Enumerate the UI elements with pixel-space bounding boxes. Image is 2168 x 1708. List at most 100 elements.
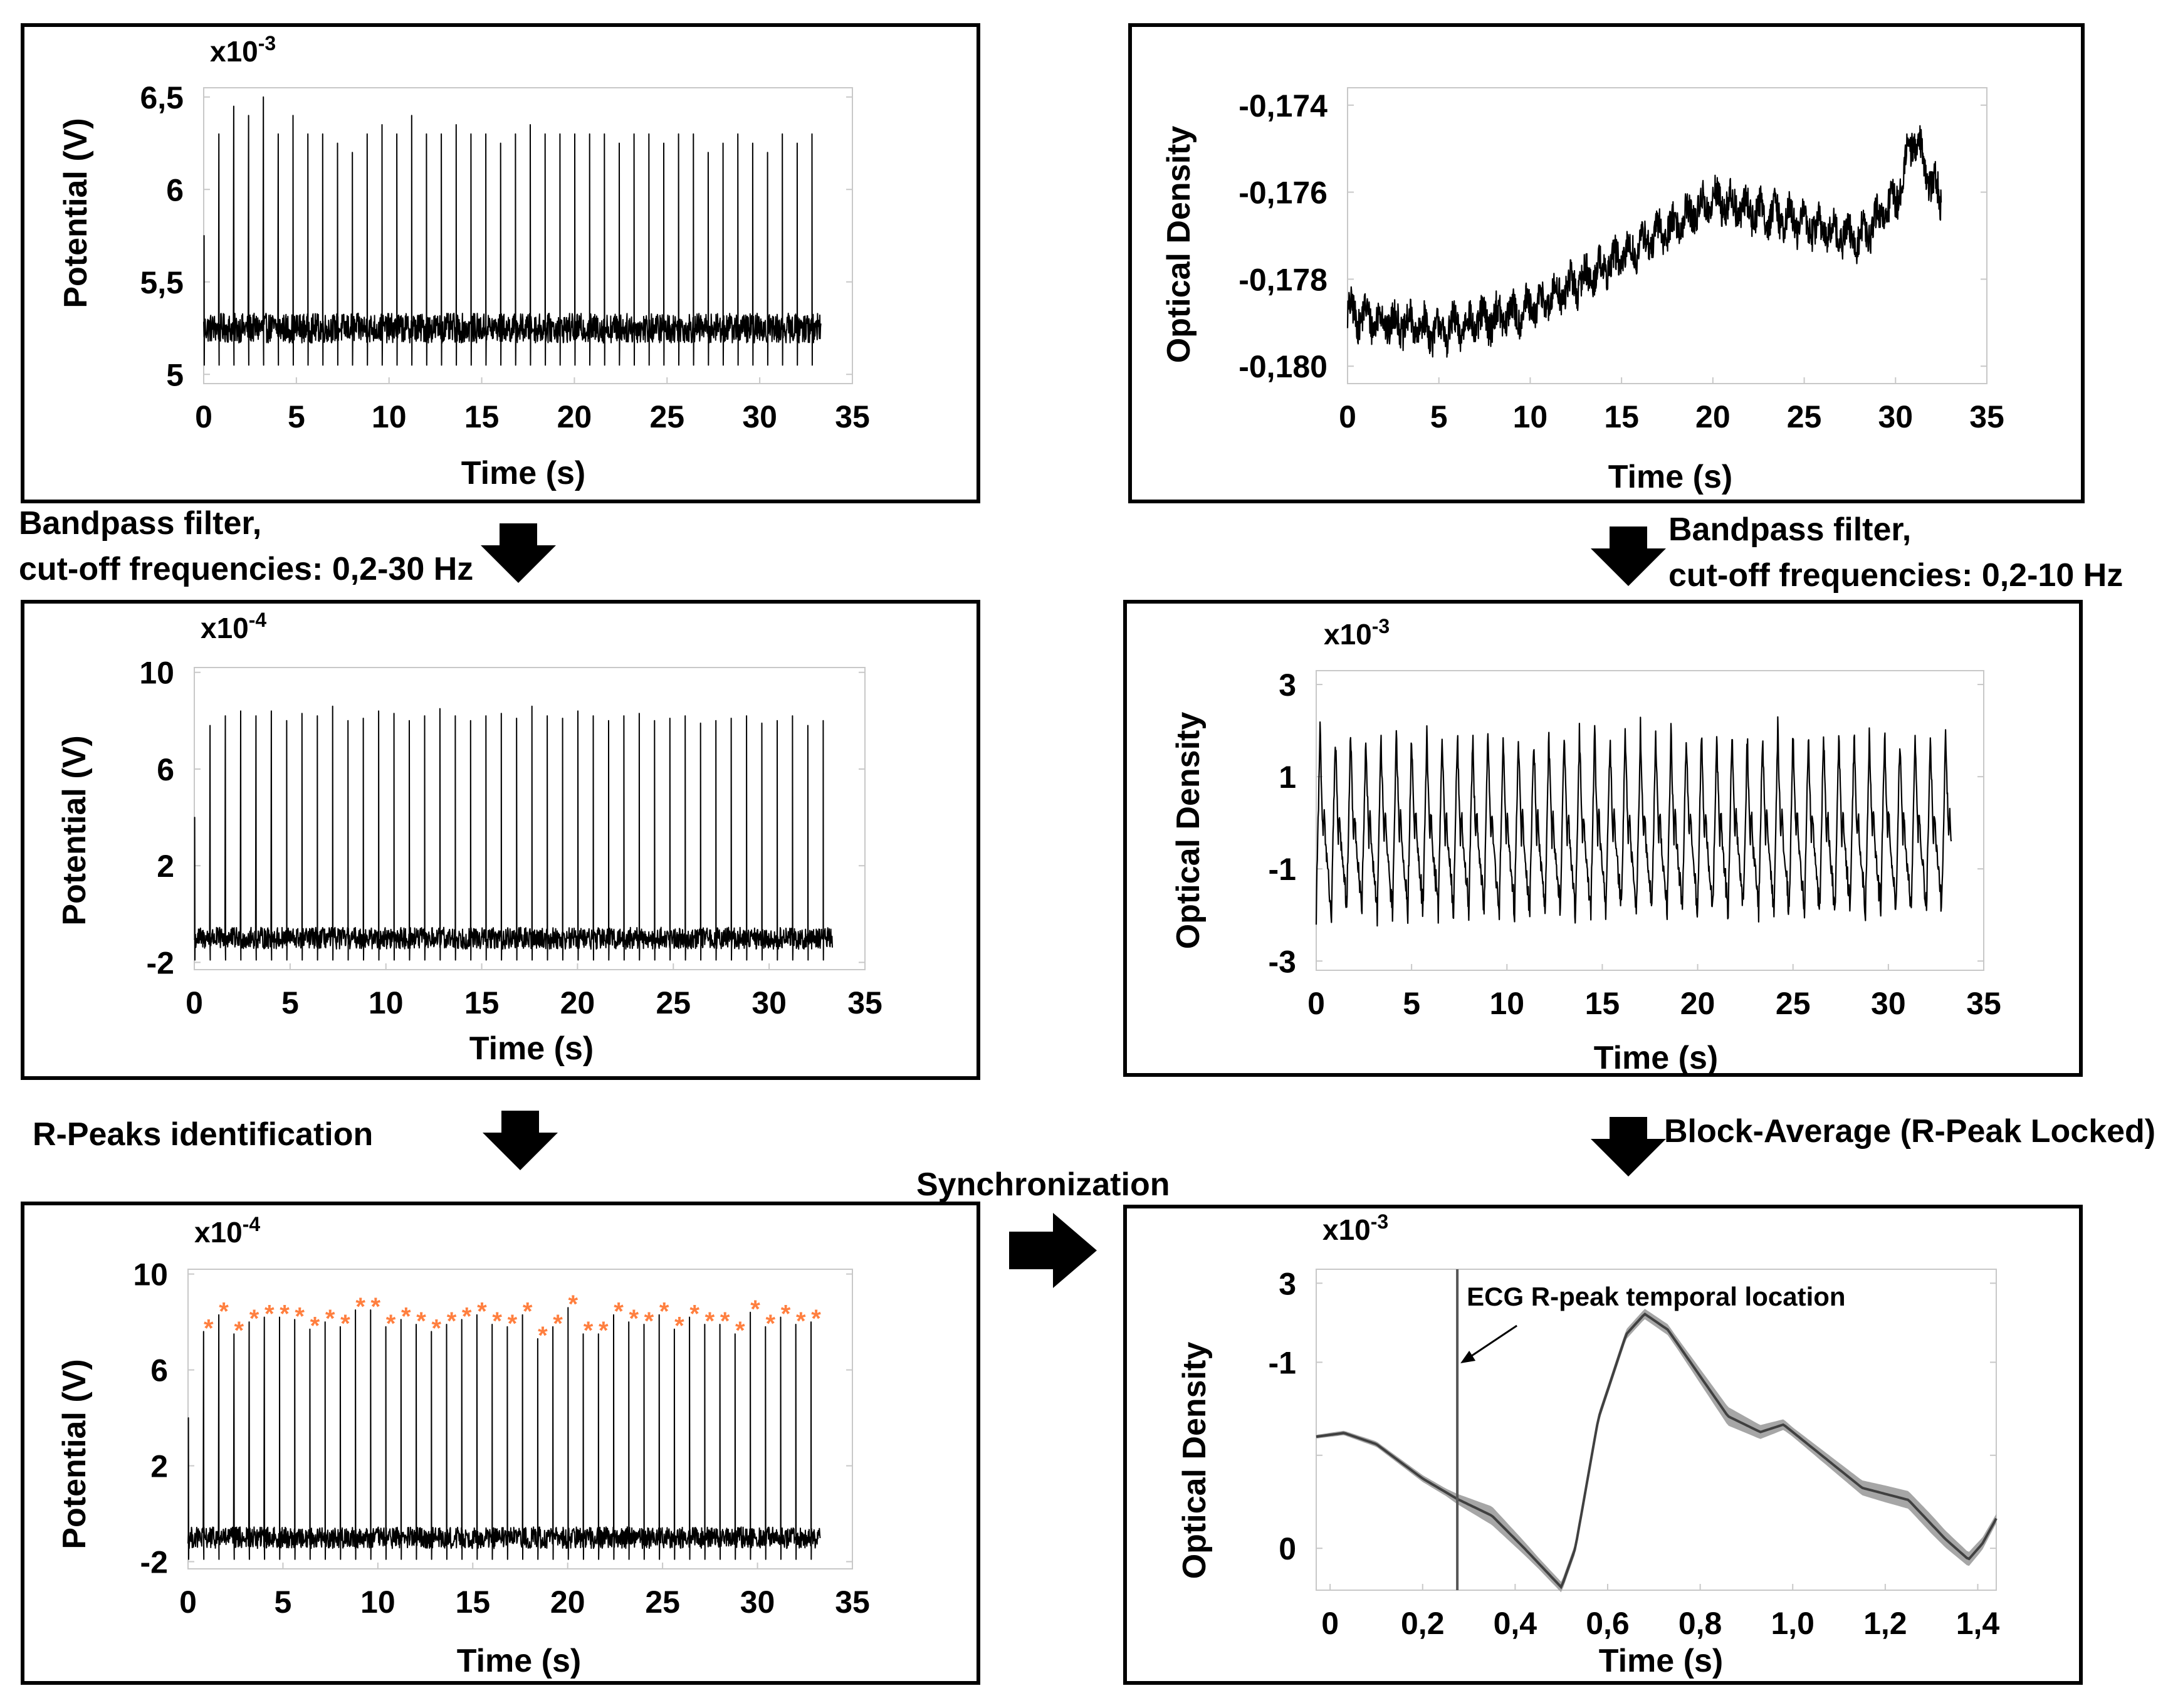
chart-block-average: 0 0,2 0,4 0,6 0,8 1,0 1,2 1,4 0 -1 3 Time (s) Optica… bbox=[1176, 1210, 1999, 1679]
x-tick-label: 10 bbox=[360, 1585, 395, 1620]
x-tick-label: 25 bbox=[1776, 986, 1811, 1021]
x-tick-label: 15 bbox=[464, 399, 500, 434]
r-peak-marker: * bbox=[204, 1314, 214, 1342]
r-peak-marker: * bbox=[462, 1302, 472, 1330]
x-tick-label: 30 bbox=[742, 399, 777, 434]
r-peak-marker: * bbox=[280, 1300, 290, 1328]
chart-raw-od: 0 5 10 15 20 25 30 35 -0,180 -0,178 -0,176 -0,174 Ti… bbox=[1161, 87, 2004, 495]
plot-area bbox=[1316, 670, 1984, 971]
y-tick-label: -1 bbox=[1269, 852, 1296, 887]
x-tick-label: 25 bbox=[645, 1585, 680, 1620]
x-tick-label: 0,4 bbox=[1494, 1606, 1537, 1641]
x-axis-title: Time (s) bbox=[1608, 459, 1732, 495]
r-peak-marker: * bbox=[584, 1317, 594, 1344]
r-peak-marker: * bbox=[340, 1310, 350, 1338]
y-tick-label: 6 bbox=[150, 1353, 168, 1388]
rpeaks-label: R-Peaks identification bbox=[33, 1116, 374, 1153]
r-peak-marker: * bbox=[766, 1310, 776, 1338]
synchronization-label: Synchronization bbox=[916, 1166, 1170, 1203]
r-peak-marker: * bbox=[355, 1293, 365, 1321]
x-tick-label: 0 bbox=[1339, 399, 1356, 434]
x-axis-title: Time (s) bbox=[1599, 1643, 1723, 1679]
y-axis-title: Optical Density bbox=[1161, 126, 1197, 364]
x-tick-label: 35 bbox=[835, 399, 870, 434]
y-tick-label: 10 bbox=[133, 1257, 168, 1292]
r-peak-marker: * bbox=[401, 1302, 411, 1330]
y-tick-label: 3 bbox=[1279, 1266, 1296, 1301]
y-tick-label: 5 bbox=[166, 357, 184, 392]
y-tick-label: -0,176 bbox=[1238, 176, 1328, 211]
x-axis-title: Time (s) bbox=[461, 455, 585, 491]
x-tick-label: 20 bbox=[1695, 399, 1731, 434]
scale-multiplier: x10-3 bbox=[210, 32, 276, 68]
panel-frame-block-average bbox=[1123, 1205, 2083, 1685]
x-tick-label: 0 bbox=[179, 1585, 197, 1620]
x-tick-label: 0 bbox=[1321, 1606, 1339, 1641]
arrow-ecg-filter-icon bbox=[481, 523, 556, 583]
x-tick-label: 30 bbox=[1878, 399, 1913, 434]
y-tick-label: -2 bbox=[140, 1545, 168, 1580]
r-peak-marker: * bbox=[431, 1314, 441, 1342]
r-peak-marker: * bbox=[705, 1307, 715, 1335]
x-tick-label: 25 bbox=[1787, 399, 1822, 434]
r-peak-marker: * bbox=[219, 1298, 229, 1326]
y-tick-label: -3 bbox=[1269, 944, 1296, 979]
r-peak-marker: * bbox=[720, 1307, 730, 1335]
x-tick-label: 20 bbox=[550, 1585, 585, 1620]
x-tick-label: 35 bbox=[847, 985, 882, 1020]
od-filter-label-line2: cut-off frequencies: 0,2-10 Hz bbox=[1668, 557, 2123, 594]
y-axis-title: Optical Density bbox=[1176, 1342, 1213, 1580]
x-tick-label: 0,2 bbox=[1401, 1606, 1445, 1641]
r-peak-marker: * bbox=[523, 1298, 533, 1326]
ecg-filter-label-line2: cut-off frequencies: 0,2-30 Hz bbox=[19, 551, 474, 587]
x-tick-label: 5 bbox=[288, 399, 305, 434]
r-peak-marker: * bbox=[249, 1305, 259, 1333]
x-tick-label: 5 bbox=[275, 1585, 292, 1620]
x-tick-label: 0 bbox=[1307, 986, 1325, 1021]
x-axis-title: Time (s) bbox=[1594, 1040, 1718, 1076]
panel-frame-rpeaks-ecg bbox=[21, 1202, 980, 1685]
r-peak-marker: * bbox=[689, 1300, 699, 1328]
signal-trace bbox=[203, 96, 822, 366]
y-tick-label: 1 bbox=[1279, 760, 1296, 795]
mean-trace bbox=[1316, 1312, 1998, 1590]
x-tick-label: 10 bbox=[1513, 399, 1548, 434]
x-axis-title: Time (s) bbox=[457, 1643, 581, 1679]
panel-frame-raw-od bbox=[1128, 23, 2085, 503]
scale-multiplier: x10-4 bbox=[201, 609, 266, 644]
y-axis-title: Potential (V) bbox=[56, 1359, 93, 1549]
block-average-label: Block-Average (R-Peak Locked) bbox=[1664, 1113, 2156, 1150]
ecg-filter-label-line1: Bandpass filter, bbox=[19, 505, 262, 542]
plot-area bbox=[1347, 87, 1987, 384]
y-axis-title: Optical Density bbox=[1170, 712, 1207, 950]
confidence-band bbox=[1316, 1309, 1996, 1593]
r-peak-marker: * bbox=[538, 1322, 548, 1349]
y-tick-label: 6 bbox=[157, 752, 174, 787]
x-tick-label: 15 bbox=[1585, 986, 1620, 1021]
x-tick-label: 20 bbox=[560, 985, 595, 1020]
x-tick-label: 25 bbox=[649, 399, 684, 434]
r-peak-marker: * bbox=[735, 1317, 745, 1344]
r-peak-marker: * bbox=[416, 1307, 426, 1335]
r-peak-marker: * bbox=[264, 1300, 275, 1328]
panel-frame-raw-ecg bbox=[21, 23, 980, 503]
r-peak-marker: * bbox=[492, 1307, 502, 1335]
x-tick-label: 5 bbox=[281, 985, 299, 1020]
x-tick-label: 1,2 bbox=[1863, 1606, 1907, 1641]
y-tick-label: 3 bbox=[1279, 668, 1296, 703]
signal-trace bbox=[194, 705, 833, 961]
y-tick-label: 6 bbox=[166, 172, 184, 207]
plot-area bbox=[1316, 1269, 1997, 1591]
r-peak-marker: * bbox=[659, 1298, 669, 1326]
y-tick-label: 2 bbox=[157, 849, 174, 884]
arrow-block-average-icon bbox=[1591, 1117, 1666, 1176]
r-peak-marker: * bbox=[750, 1296, 760, 1323]
x-tick-label: 5 bbox=[1430, 399, 1448, 434]
x-tick-label: 1,0 bbox=[1771, 1606, 1815, 1641]
y-tick-label: 5,5 bbox=[140, 265, 184, 300]
y-tick-label: -0,178 bbox=[1238, 262, 1328, 297]
arrow-synchronization-icon bbox=[1009, 1213, 1097, 1288]
chart-rpeaks-ecg: 0 5 10 15 20 25 30 35 -2 2 6 10 Time (s) Potential (V… bbox=[56, 1213, 870, 1679]
arrow-od-filter-icon bbox=[1591, 527, 1666, 586]
